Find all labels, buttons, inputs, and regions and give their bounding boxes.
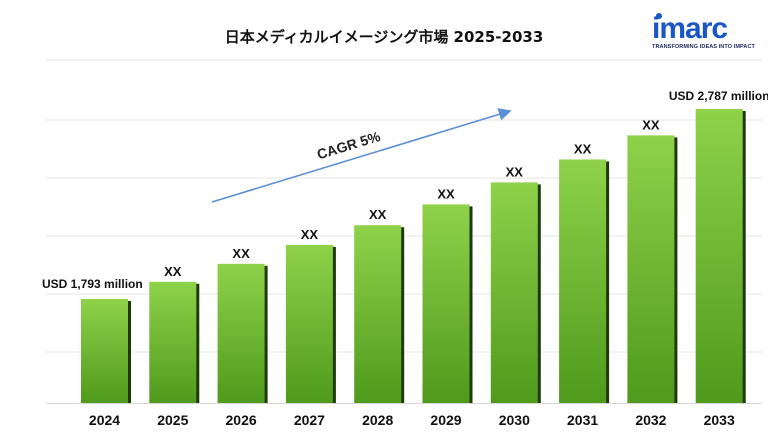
bar-2026 [217, 263, 265, 403]
bar-2027 [285, 244, 333, 403]
x-tick-label: 2032 [635, 412, 666, 428]
bar-2025 [149, 281, 197, 403]
x-tick-label: 2025 [157, 412, 188, 428]
data-label: XX [642, 117, 660, 132]
bar-2029 [422, 204, 470, 403]
bar-2030 [490, 182, 538, 403]
x-tick-label: 2033 [704, 412, 735, 428]
bar-2033 [695, 109, 743, 403]
bar-2024 [81, 299, 128, 403]
logo-tagline: TRANSFORMING IDEAS INTO IMPACT [652, 44, 756, 50]
cagr-label: CAGR 5% [315, 128, 383, 163]
bars [81, 109, 746, 403]
imarc-logo: imarc TRANSFORMING IDEAS INTO IMPACT [652, 12, 762, 50]
data-label: XX [369, 207, 387, 222]
data-label: XX [301, 227, 319, 242]
x-tick-label: 2027 [294, 412, 325, 428]
logo-wordmark: imarc [652, 12, 728, 45]
start-value-annotation: USD 1,793 million [42, 277, 143, 291]
end-value-annotation: USD 2,787 million [669, 89, 768, 103]
data-label: XX [437, 186, 455, 201]
x-tick-label: 2028 [362, 412, 393, 428]
bar-2032 [627, 135, 675, 403]
data-label: XX [164, 264, 182, 279]
data-label: XX [506, 164, 524, 179]
cagr-arrow [211, 108, 512, 203]
x-tick-label: 2026 [226, 412, 257, 428]
chart-title: 日本メディカルイメージング市場 2025-2033 [224, 28, 544, 46]
bar-2028 [354, 225, 402, 403]
logo-dot-icon [656, 13, 662, 19]
x-tick-label: 2029 [430, 412, 461, 428]
data-label: XX [574, 141, 592, 156]
data-label: XX [232, 246, 250, 261]
bar-2031 [559, 159, 607, 403]
x-tick-label: 2030 [499, 412, 530, 428]
x-tick-label: 2024 [89, 412, 120, 428]
x-tick-label: 2031 [567, 412, 598, 428]
